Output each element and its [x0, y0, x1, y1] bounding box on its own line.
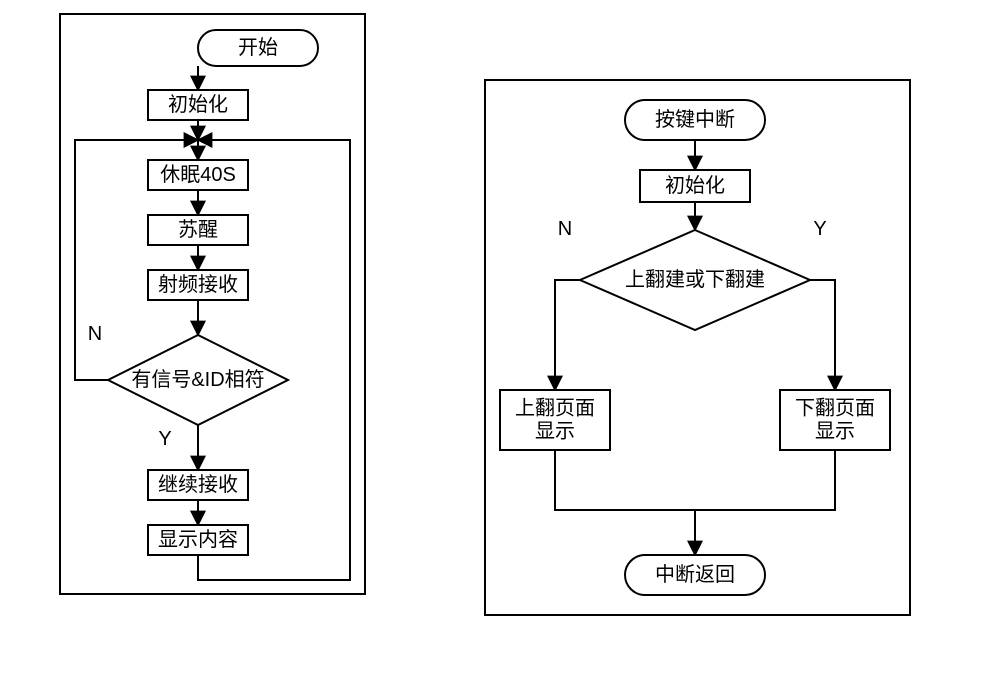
node-label: 上翻建或下翻建 — [625, 268, 765, 291]
node-label: 射频接收 — [158, 273, 238, 296]
node-label: 继续接收 — [158, 473, 238, 496]
node-label: 有信号&ID相符 — [131, 368, 264, 391]
node-label: 显示内容 — [158, 528, 238, 551]
edge-label: N — [558, 218, 572, 240]
edge-label: Y — [813, 218, 826, 240]
edge-label: Y — [158, 428, 171, 450]
node-label: 休眠40S — [160, 163, 236, 186]
node-label: 初始化 — [168, 93, 228, 116]
flow-edge — [810, 280, 835, 390]
node-label: 开始 — [238, 36, 278, 59]
node-label: 苏醒 — [178, 218, 218, 241]
node-label: 初始化 — [665, 174, 725, 197]
flow-edge — [695, 450, 835, 510]
node-label: 按键中断 — [655, 108, 735, 131]
node-label: 中断返回 — [655, 563, 735, 586]
flowchart-frame — [485, 80, 910, 615]
flow-edge — [555, 280, 580, 390]
edge-label: N — [88, 323, 102, 345]
flow-edge — [555, 450, 695, 555]
